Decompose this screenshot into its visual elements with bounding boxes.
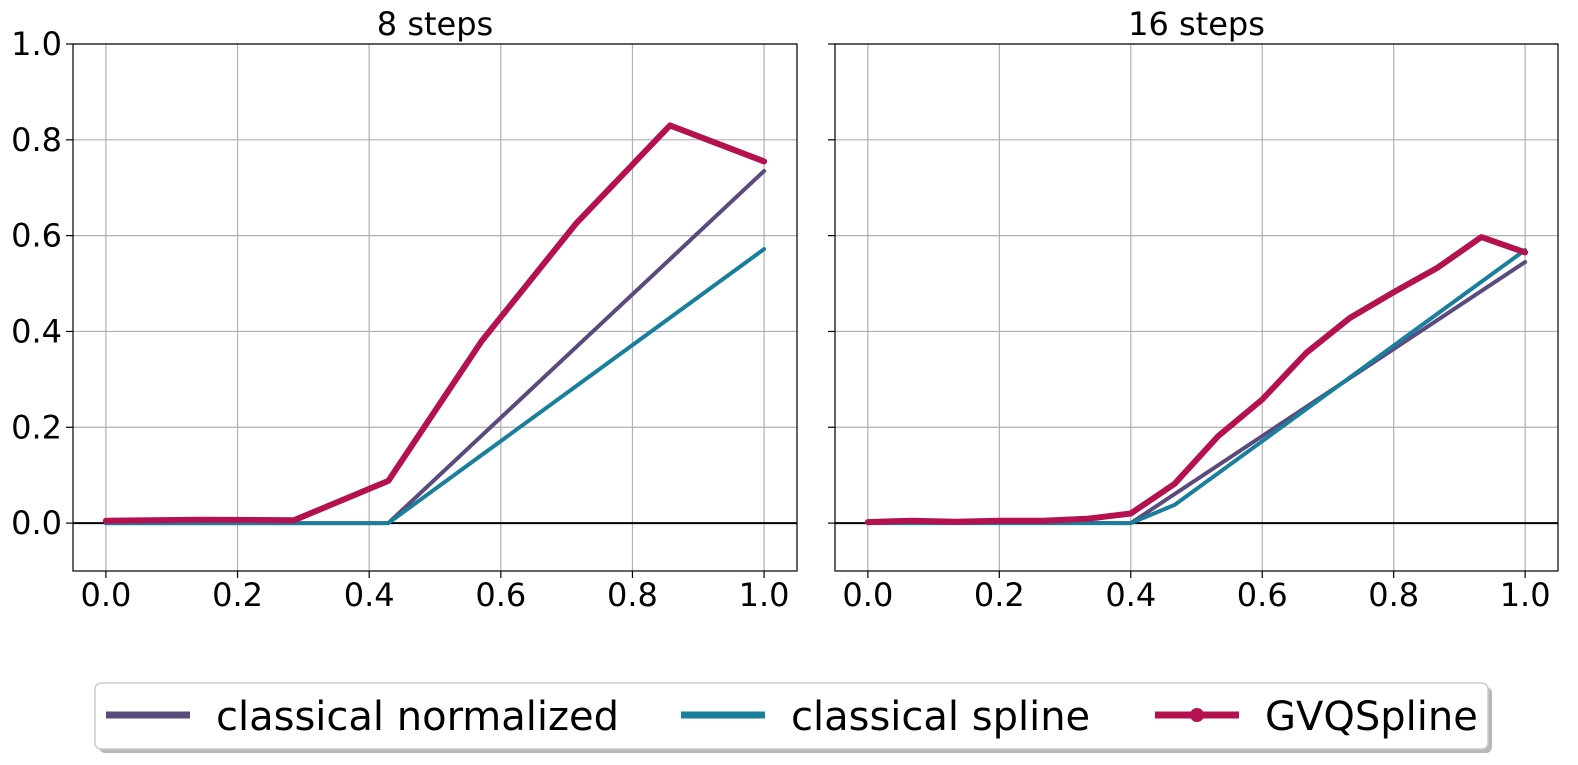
x-tick-label: 0.6 bbox=[475, 576, 526, 614]
panel-title: 8 steps bbox=[377, 5, 493, 43]
y-tick-label: 0.4 bbox=[11, 312, 62, 350]
series-line-gvqspline bbox=[102, 122, 768, 524]
x-tick-label: 0.4 bbox=[344, 576, 395, 614]
series-line-gvqspline bbox=[864, 234, 1529, 526]
legend-label-classical-spline: classical spline bbox=[791, 694, 1090, 740]
series-line-classical-normalized bbox=[865, 260, 1528, 526]
x-tick-label: 0.0 bbox=[842, 576, 893, 614]
panel-2: 0.0 0.2 0.4 0.6 0.8 1.0 16 steps bbox=[828, 5, 1559, 614]
x-tick-label: 0.4 bbox=[1105, 576, 1156, 614]
x-tick-label: 0.0 bbox=[80, 576, 131, 614]
x-tick-label: 0.6 bbox=[1237, 576, 1288, 614]
legend: classical normalized classical spline GVQS… bbox=[94, 682, 1492, 753]
x-tick-label: 1.0 bbox=[1500, 576, 1551, 614]
x-tick-label: 0.2 bbox=[212, 576, 263, 614]
x-tick-label: 0.8 bbox=[1368, 576, 1419, 614]
grid bbox=[73, 43, 797, 571]
y-tick-label: 1.0 bbox=[11, 25, 62, 63]
x-tick-label: 1.0 bbox=[739, 576, 790, 614]
plot-frame bbox=[72, 43, 798, 572]
legend-label-gvqspline: GVQSpline bbox=[1265, 694, 1478, 740]
y-tick-label: 0.8 bbox=[11, 121, 62, 159]
legend-marker-gvqspline bbox=[1190, 708, 1204, 722]
panel-title: 16 steps bbox=[1128, 5, 1265, 43]
x-tick-label: 0.8 bbox=[607, 576, 658, 614]
series-line-classical-normalized bbox=[103, 169, 767, 526]
grid bbox=[835, 43, 1558, 571]
y-tick-label: 0.2 bbox=[11, 408, 62, 446]
panel-1: 0.0 0.2 0.4 0.6 0.8 1.0 0.0 0.2 0.4 0.6 0.8 1.0 8 st… bbox=[11, 5, 798, 614]
plot-frame bbox=[834, 43, 1559, 572]
y-tick-label: 0.6 bbox=[11, 217, 62, 255]
y-tick-label: 0.0 bbox=[11, 504, 62, 542]
series-line-classical-spline bbox=[865, 248, 1528, 526]
legend-label-classical-normalized: classical normalized bbox=[216, 694, 619, 740]
x-tick-label: 0.2 bbox=[974, 576, 1025, 614]
legend-box bbox=[94, 682, 1489, 750]
